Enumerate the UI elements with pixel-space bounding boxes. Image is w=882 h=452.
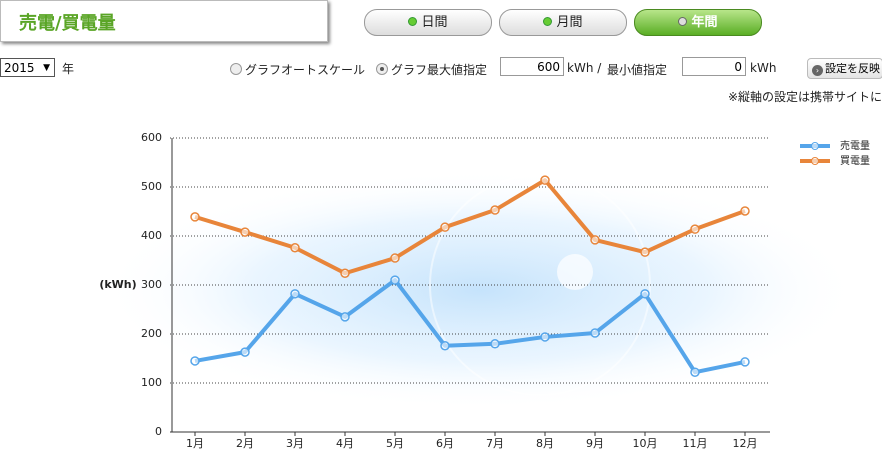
data-point: [340, 268, 350, 278]
year-unit: 年: [62, 62, 75, 76]
data-point: [540, 332, 550, 342]
x-tick-label: 5月: [386, 437, 404, 450]
x-tick-label: 6月: [436, 437, 454, 450]
y-tick-label: 0: [155, 425, 162, 438]
radio-label: グラフオートスケール: [245, 63, 366, 77]
background-glow: [100, 170, 860, 410]
radio-label: グラフ最大値指定: [391, 63, 488, 77]
x-tick-label: 12月: [733, 437, 758, 450]
min-label: 最小値指定: [607, 63, 668, 77]
y-tick-label: 300: [141, 278, 162, 291]
radio-auto[interactable]: グラフオートスケール: [230, 61, 365, 78]
apply-button[interactable]: › 設定を反映: [807, 58, 882, 79]
y-tick-label: 100: [141, 376, 162, 389]
series-line: [194, 178, 746, 276]
min-unit: kWh: [750, 61, 777, 75]
x-tick-label: 7月: [486, 437, 504, 450]
tab-button[interactable]: 月間: [499, 9, 627, 36]
data-point: [440, 222, 450, 232]
title-box: 売電/買電量: [0, 0, 328, 42]
data-point: [690, 367, 700, 377]
y-tick-label: 200: [141, 327, 162, 340]
apply-label: 設定を反映: [825, 62, 880, 75]
x-tick-label: 4月: [336, 437, 354, 450]
x-tick-label: 3月: [286, 437, 304, 450]
data-point: [240, 227, 250, 237]
data-point: [740, 357, 750, 367]
data-point: [590, 328, 600, 338]
x-tick-label: 2月: [236, 437, 254, 450]
data-point: [590, 235, 600, 245]
legend-marker: [811, 142, 819, 150]
x-tick-label: 8月: [536, 437, 554, 450]
legend-label: 売電量: [840, 139, 870, 152]
data-point: [740, 206, 750, 216]
data-point: [640, 289, 650, 299]
x-tick-label: 9月: [586, 437, 604, 450]
data-point: [490, 205, 500, 215]
max-unit: kWh /: [567, 61, 602, 75]
data-point: [190, 212, 200, 222]
data-point: [340, 312, 350, 322]
data-point: [540, 175, 550, 185]
legend-label: 買電量: [840, 155, 870, 167]
data-point: [240, 347, 250, 357]
dropdown-arrow: ▼: [43, 63, 50, 73]
y-tick-label: 600: [141, 131, 162, 144]
note: ※縦軸の設定は携帯サイトに: [727, 90, 882, 104]
data-point: [640, 247, 650, 257]
data-point: [190, 356, 200, 366]
y-tick-label: 400: [141, 229, 162, 242]
x-tick-label: 1月: [186, 437, 204, 450]
x-tick-label: 10月: [633, 437, 658, 450]
data-point: [440, 341, 450, 351]
max-input[interactable]: 600: [500, 57, 564, 76]
year-value: 2015: [4, 61, 35, 75]
radio-icon: [376, 63, 388, 75]
data-point: [690, 224, 700, 234]
legend-marker: [811, 157, 819, 165]
x-tick-label: 11月: [683, 437, 708, 450]
y-tick-label: 500: [141, 180, 162, 193]
data-point: [290, 243, 300, 253]
min-input[interactable]: 0: [682, 57, 746, 76]
page-title: 売電/買電量: [19, 13, 116, 34]
y-axis-label: (kWh): [99, 278, 136, 291]
tab-button[interactable]: 年間: [634, 9, 762, 36]
arrow-icon: ›: [812, 65, 823, 76]
tab-button[interactable]: 日間: [364, 9, 492, 36]
data-point: [490, 339, 500, 349]
data-point: [390, 275, 400, 285]
lens-flare: [557, 254, 593, 290]
data-point: [290, 289, 300, 299]
year-select[interactable]: 2015 ▼: [0, 58, 55, 77]
series-line: [194, 278, 746, 375]
radio-icon: [230, 63, 242, 75]
radio-max[interactable]: グラフ最大値指定: [376, 61, 487, 78]
data-point: [390, 253, 400, 263]
